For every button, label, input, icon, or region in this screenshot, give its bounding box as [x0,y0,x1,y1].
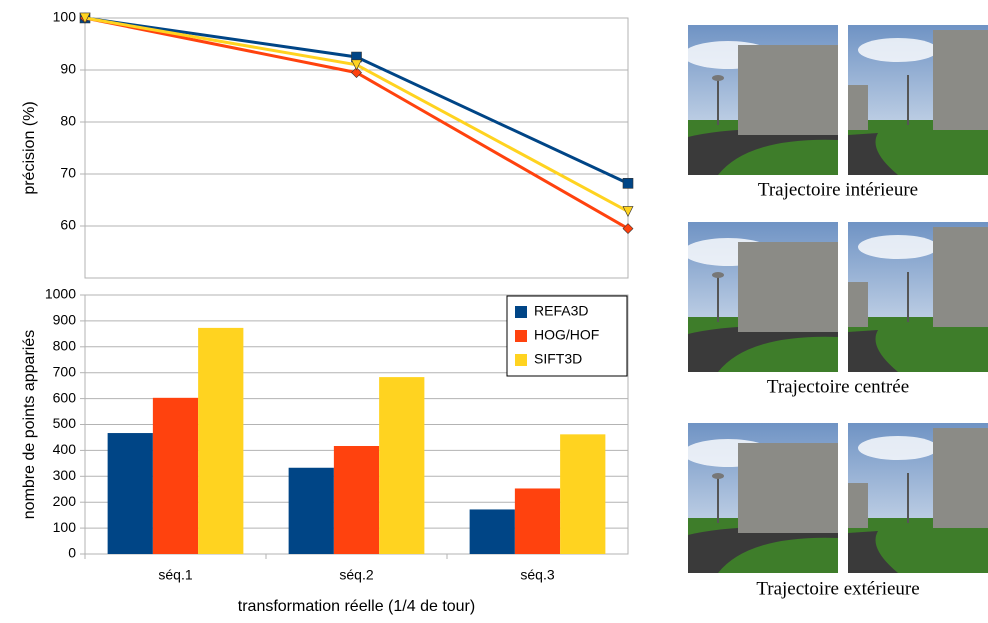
bar [379,377,425,554]
thumbnail [847,422,988,574]
thumbnail [847,24,988,176]
bar [560,434,606,554]
legend-swatch [515,306,527,318]
data-point [622,178,634,189]
y-tick-label: 100 [53,9,77,25]
legend-label: REFA3D [534,303,588,319]
y-tick-label: 500 [53,415,77,431]
bar [469,509,515,554]
thumbnail [847,221,988,373]
data-point [622,223,634,235]
data-point [351,67,362,79]
caption: Trajectoire extérieure [756,578,919,599]
legend-swatch [515,330,527,342]
y-axis-label: précision (%) [21,101,38,194]
bar [333,445,380,554]
series-line [84,16,629,230]
y-tick-label: 100 [53,519,77,535]
legend-label: HOG/HOF [534,327,599,343]
y-tick-label: 600 [53,389,77,405]
x-tick-label: séq.3 [520,567,554,583]
data-point [622,206,634,218]
y-tick-label: 900 [53,312,77,328]
y-tick-label: 700 [53,363,77,379]
y-axis-label: nombre de points appariés [21,330,38,519]
bar [107,433,153,554]
y-tick-label: 1000 [45,286,76,302]
caption: Trajectoire centrée [767,376,909,397]
legend-swatch [515,354,527,366]
y-tick-label: 800 [53,338,77,354]
data-point [351,59,362,71]
y-tick-label: 400 [53,441,77,457]
y-tick-label: 90 [60,61,76,77]
caption: Trajectoire intérieure [758,179,918,200]
series-line [84,16,629,185]
y-tick-label: 300 [53,467,77,483]
bar [514,488,561,554]
thumbnail [682,221,839,373]
legend-label: SIFT3D [534,351,582,367]
bar [198,327,244,554]
thumbnails [682,24,988,574]
thumbnail [682,422,839,574]
x-tick-label: séq.2 [339,567,373,583]
bar [288,467,334,554]
y-tick-label: 0 [68,545,76,561]
y-tick-label: 200 [53,493,77,509]
data-point [79,12,91,24]
y-tick-label: 60 [60,217,76,233]
x-tick-label: séq.1 [158,567,192,583]
y-tick-label: 70 [60,165,76,181]
y-tick-label: 80 [60,113,76,129]
bar [152,397,199,554]
thumbnail [682,24,839,176]
x-axis-label: transformation réelle (1/4 de tour) [238,598,475,615]
